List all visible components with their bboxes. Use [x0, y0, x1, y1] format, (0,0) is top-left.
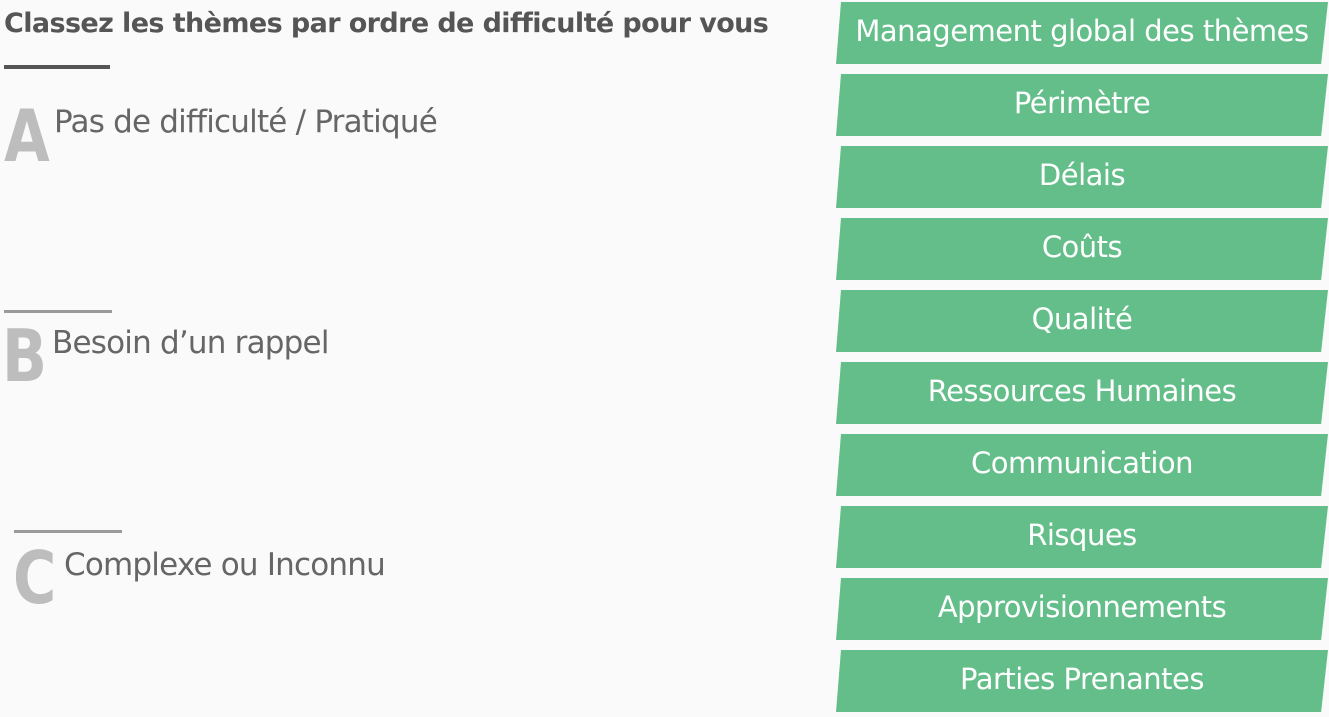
category-b-divider [4, 310, 112, 313]
page-title: Classez les thèmes par ordre de difficul… [4, 8, 769, 39]
theme-card-delais[interactable]: Délais [836, 146, 1328, 208]
theme-card-management-global[interactable]: Management global des thèmes [836, 2, 1328, 64]
category-c-divider [14, 530, 122, 533]
theme-card-ressources-humaines[interactable]: Ressources Humaines [836, 362, 1328, 424]
category-c-label: Complexe ou Inconnu [64, 547, 386, 583]
category-b-label: Besoin d’un rappel [52, 325, 329, 361]
title-underline [4, 65, 110, 69]
category-c-letter: C [13, 536, 57, 620]
theme-card-couts[interactable]: Coûts [836, 218, 1328, 280]
theme-card-risques[interactable]: Risques [836, 506, 1328, 568]
category-a-label: Pas de difficulté / Pratiqué [54, 104, 438, 140]
theme-card-parties-prenantes[interactable]: Parties Prenantes [836, 650, 1328, 712]
category-b-letter: B [2, 314, 48, 398]
theme-card-approvisionnements[interactable]: Approvisionnements [836, 578, 1328, 640]
category-a-letter: A [4, 94, 50, 178]
theme-card-perimetre[interactable]: Périmètre [836, 74, 1328, 136]
theme-card-communication[interactable]: Communication [836, 434, 1328, 496]
theme-list: Management global des thèmes Périmètre D… [836, 2, 1328, 714]
theme-card-qualite[interactable]: Qualité [836, 290, 1328, 352]
